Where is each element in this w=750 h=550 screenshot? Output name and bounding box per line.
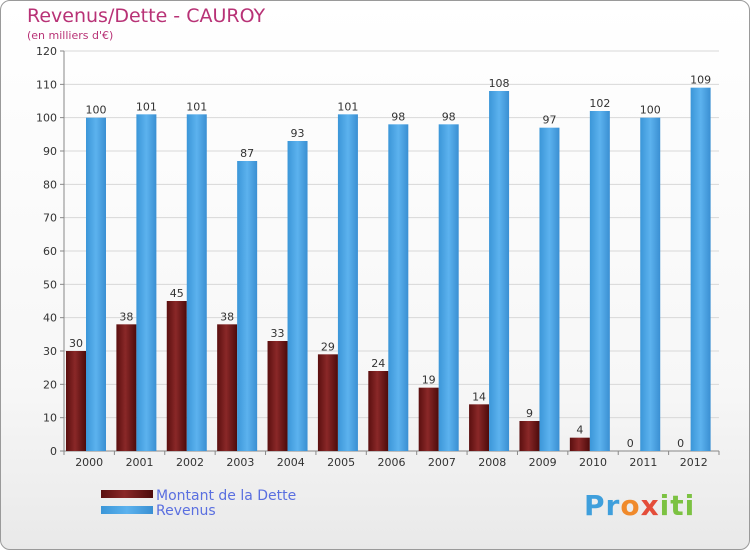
legend-label-revenue: Revenus [156,503,216,519]
debt-value-label: 14 [472,390,486,403]
x-tick-label: 2012 [680,456,708,469]
x-tick-label: 2009 [529,456,557,469]
revenue-bar [287,141,308,451]
debt-value-label: 38 [220,310,234,323]
debt-value-label: 0 [677,437,684,450]
revenue-value-label: 109 [690,74,711,87]
debt-bar [217,324,238,451]
revenue-value-label: 101 [337,100,358,113]
x-tick-label: 2010 [579,456,607,469]
x-tick-label: 2000 [75,456,103,469]
y-tick-label: 20 [43,378,57,391]
revenue-value-label: 101 [186,100,207,113]
revenue-bar [539,127,560,452]
revenue-value-label: 87 [240,147,254,160]
legend-label-debt: Montant de la Dette [156,488,296,504]
debt-value-label: 33 [271,327,285,340]
debt-value-label: 30 [69,337,83,350]
debt-bar [116,324,137,451]
y-tick-label: 70 [43,212,57,225]
debt-bar [317,354,338,451]
revenue-value-label: 97 [542,114,556,127]
revenue-value-label: 108 [489,77,510,90]
y-tick-label: 10 [43,412,57,425]
revenue-bar [640,117,661,452]
chart-subtitle: (en milliers d'€) [27,29,114,42]
y-tick-label: 60 [43,245,57,258]
y-tick-label: 40 [43,312,57,325]
debt-bar [569,437,590,451]
revenue-bar [237,161,258,451]
revenue-bar [489,91,510,451]
debt-value-label: 38 [119,310,133,323]
y-tick-label: 0 [50,445,57,458]
debt-bar [66,351,86,451]
y-tick-label: 50 [43,278,57,291]
legend-swatch-debt [101,490,153,498]
revenue-value-label: 98 [442,110,456,123]
debt-bar [267,341,288,451]
revenue-value-label: 100 [86,104,107,117]
x-tick-label: 2007 [428,456,456,469]
debt-bar [519,421,540,451]
debt-value-label: 45 [170,287,184,300]
debt-bar [368,371,389,451]
y-tick-label: 120 [36,45,57,58]
debt-bar [418,387,439,451]
y-tick-label: 110 [36,78,57,91]
revenue-value-label: 93 [291,127,305,140]
revenue-value-label: 98 [391,110,405,123]
debt-value-label: 24 [371,357,385,370]
legend-swatch-revenue [101,506,153,514]
y-tick-label: 80 [43,178,57,191]
y-tick-label: 90 [43,145,57,158]
debt-bar [166,301,187,451]
revenue-bar [186,114,207,451]
revenue-value-label: 101 [136,100,157,113]
x-tick-label: 2011 [629,456,657,469]
debt-value-label: 29 [321,340,335,353]
revenue-bar [136,114,157,451]
revenue-bar [690,87,711,452]
x-tick-label: 2003 [226,456,254,469]
debt-value-label: 4 [576,424,583,437]
revenue-bar [86,117,106,452]
x-tick-label: 2008 [478,456,506,469]
x-tick-label: 2001 [126,456,154,469]
revenue-bar [388,124,409,451]
x-tick-label: 2006 [378,456,406,469]
x-tick-label: 2004 [277,456,305,469]
revenue-bar [337,114,358,451]
debt-value-label: 9 [526,407,533,420]
y-tick-label: 100 [36,112,57,125]
revenue-value-label: 102 [589,97,610,110]
debt-bar [469,404,490,451]
proxiti-logo: Proxiti [584,489,696,522]
x-tick-label: 2002 [176,456,204,469]
debt-value-label: 0 [627,437,634,450]
chart-title: Revenus/Dette - CAUROY [27,5,266,27]
revenue-value-label: 100 [640,104,661,117]
revenue-bar [438,124,459,451]
revenue-bar [589,111,610,451]
x-tick-label: 2005 [327,456,355,469]
y-tick-label: 30 [43,345,57,358]
debt-value-label: 19 [422,374,436,387]
